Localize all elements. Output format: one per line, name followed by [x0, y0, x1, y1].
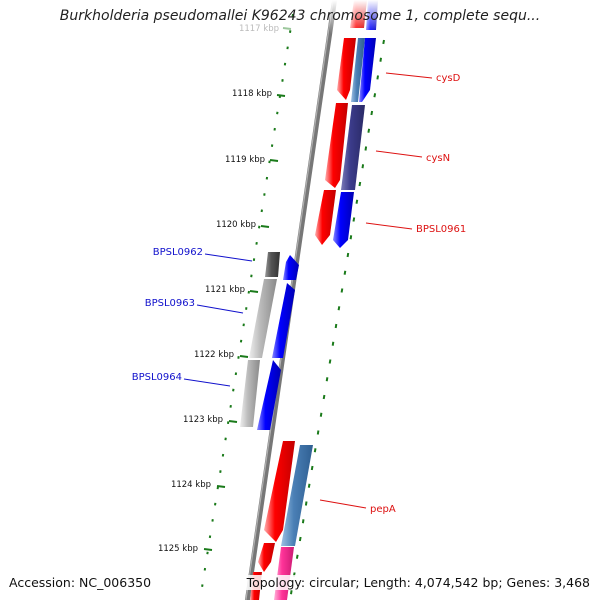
- leader-cysN: [375, 150, 423, 158]
- ruler-tick-1118: [276, 94, 286, 97]
- gene-arrow-cysD[interactable]: [337, 38, 356, 100]
- ruler-dot: [355, 199, 359, 204]
- ruler-dot: [307, 483, 311, 488]
- ruler-ticks: 1117 kbp 1118 kbp 1119 kbp 1120 kbp 1121…: [158, 24, 292, 554]
- ruler-dot: [376, 75, 379, 80]
- gene-label-cysN[interactable]: cysN: [426, 153, 450, 164]
- ruler-label-1125: 1125 kbp: [158, 544, 198, 554]
- gene-arrow-blue-2[interactable]: [272, 283, 295, 358]
- ruler-dot: [364, 146, 368, 151]
- ruler-tick-1122: [239, 355, 249, 358]
- gene-arrow-BPSL0964[interactable]: [240, 360, 260, 427]
- gene-label-BPSL0961[interactable]: BPSL0961: [416, 224, 466, 235]
- gene-label-BPSL0963[interactable]: BPSL0963: [145, 298, 195, 309]
- ruler-label-1119: 1119 kbp: [225, 155, 265, 165]
- accession-info: Accession: NC_006350: [9, 575, 152, 590]
- sequence-title: Burkholderia pseudomallei K96243 chromos…: [59, 8, 541, 24]
- ruler-dot: [298, 536, 302, 542]
- gene-arrow-pepA[interactable]: [264, 441, 295, 542]
- gene-arrow-red-bottom[interactable]: [258, 543, 275, 572]
- ruler-dot: [325, 377, 329, 382]
- ruler-label-1118: 1118 kbp: [232, 89, 272, 99]
- ruler-dot: [310, 465, 314, 471]
- gene-arrow-navy[interactable]: [341, 105, 365, 190]
- reverse-strand-genes: [240, 252, 299, 430]
- gene-label-BPSL0962[interactable]: BPSL0962: [153, 247, 203, 258]
- ruler-dot: [290, 590, 293, 595]
- gene-arrow-blue-3[interactable]: [257, 360, 281, 430]
- forward-strand-genes: [250, 0, 390, 600]
- gene-arrow-BPSL0963[interactable]: [249, 279, 277, 358]
- ruler-tick-1125: [203, 548, 213, 551]
- gene-fade-top: [330, 0, 390, 34]
- ruler-label-1123: 1123 kbp: [183, 415, 223, 425]
- leader-BPSL0963: [196, 304, 244, 314]
- label-leaders: [183, 72, 433, 509]
- gene-arrow-BPSL0961[interactable]: [333, 192, 354, 248]
- ruler-tick-1119: [269, 159, 279, 162]
- ruler-dot: [316, 430, 320, 435]
- ruler-dot: [379, 57, 382, 62]
- leader-cysD: [385, 72, 433, 79]
- ruler-dot: [313, 448, 317, 453]
- ruler-label-1117: 1117 kbp: [239, 24, 279, 34]
- gene-arrow-BPSL0961-red[interactable]: [315, 190, 336, 245]
- gene-label-BPSL0964[interactable]: BPSL0964: [132, 372, 182, 383]
- ruler-tick-1121: [249, 290, 259, 293]
- ruler-dot: [370, 110, 374, 116]
- leader-BPSL0964: [183, 378, 231, 387]
- ruler-track-right: [290, 39, 385, 595]
- ruler-dot: [373, 93, 377, 98]
- gene-arrow-cysN[interactable]: [325, 103, 348, 188]
- ruler-label-1122: 1122 kbp: [194, 350, 234, 360]
- ruler-dot: [340, 288, 344, 293]
- ruler-tick-1124: [216, 485, 226, 488]
- ruler-dot: [352, 217, 356, 222]
- ruler-dot: [382, 39, 385, 45]
- sequence-summary: Topology: circular; Length: 4,074,542 bp…: [244, 575, 590, 590]
- gene-label-cysD[interactable]: cysD: [436, 73, 461, 84]
- ruler-tick-1117: [282, 27, 292, 30]
- ruler-dot: [304, 501, 308, 506]
- ruler-dot: [346, 252, 350, 258]
- ruler-dot: [358, 181, 362, 187]
- ruler-dot: [301, 519, 305, 524]
- ruler-dot: [337, 306, 341, 311]
- ruler-dot: [322, 394, 326, 400]
- ruler-dot: [349, 235, 353, 240]
- ruler-label-1120: 1120 kbp: [216, 220, 256, 230]
- ruler-dot: [334, 323, 338, 329]
- ruler-track-left: [201, 13, 294, 587]
- gene-arrow-steel-2[interactable]: [281, 445, 313, 546]
- ruler-dot: [328, 359, 332, 364]
- ruler-label-1124: 1124 kbp: [171, 480, 211, 490]
- leader-BPSL0962: [204, 253, 253, 262]
- ruler-dot: [295, 554, 299, 559]
- ruler-dot: [319, 412, 323, 417]
- ruler-tick-1123: [228, 420, 238, 423]
- ruler-tick-1120: [260, 225, 270, 228]
- ruler-dot: [331, 341, 335, 346]
- leader-BPSL0961: [365, 222, 413, 230]
- gene-labels: cysD cysN BPSL0961 pepA BPSL0962 BPSL096…: [132, 73, 467, 515]
- ruler-label-1121: 1121 kbp: [205, 285, 245, 295]
- gene-arrow-blue-small[interactable]: [283, 255, 299, 280]
- ruler-dot: [361, 164, 365, 169]
- gene-arrow-blue-1[interactable]: [359, 38, 376, 102]
- gene-arrow-BPSL0962[interactable]: [265, 252, 280, 277]
- gene-label-pepA[interactable]: pepA: [370, 504, 396, 515]
- gene-arrow-steel-1[interactable]: [351, 38, 365, 102]
- leader-pepA: [319, 499, 367, 509]
- ruler-dot: [367, 128, 371, 133]
- ruler-dot: [343, 270, 347, 275]
